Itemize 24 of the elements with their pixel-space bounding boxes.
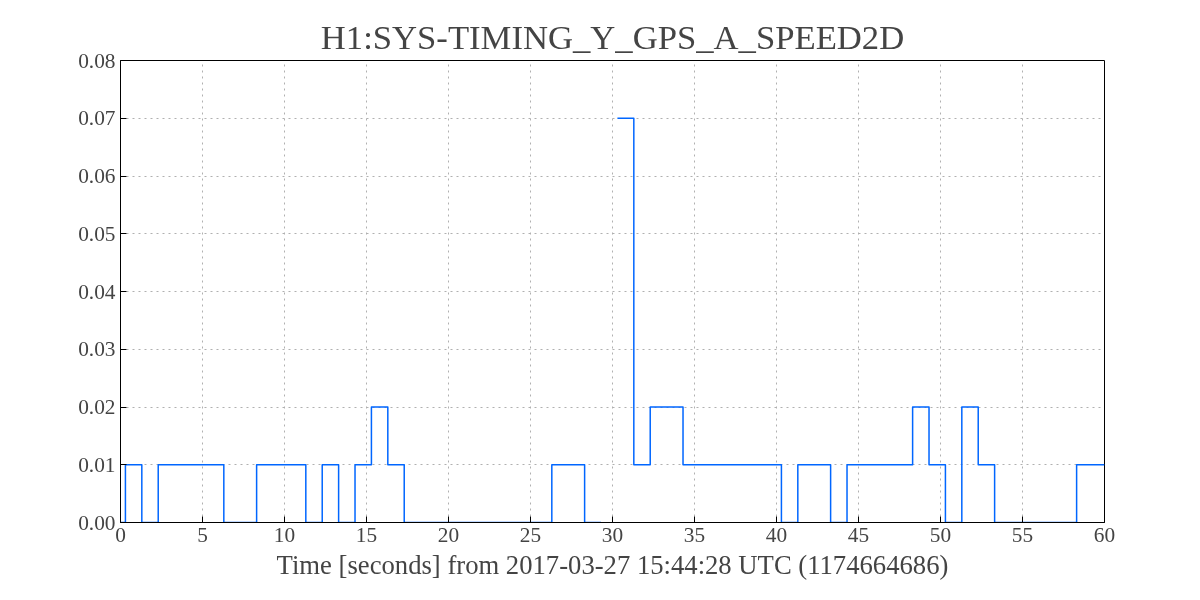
y-tick-label: 0.07	[78, 106, 116, 131]
x-tick-label: 40	[765, 522, 788, 547]
x-tick-label: 10	[273, 522, 296, 547]
x-tick-label: 60	[1093, 522, 1116, 547]
x-tick-label: 50	[929, 522, 952, 547]
y-tick-label: 0.02	[78, 395, 116, 419]
y-tick-label: 0.01	[78, 452, 116, 477]
x-tick-label: 0	[115, 522, 126, 547]
x-tick-label: 55	[1011, 522, 1034, 547]
y-tick-label: 0.06	[78, 164, 116, 188]
chart-title: H1:SYS-TIMING_Y_GPS_A_SPEED2D	[320, 17, 905, 56]
y-tick-label: 0.03	[78, 337, 116, 362]
x-axis-title: Time [seconds] from 2017-03-27 15:44:28 UTC (1174664686)	[276, 549, 949, 580]
y-tick-label: 0.08	[78, 48, 116, 73]
x-tick-label: 15	[355, 522, 378, 547]
x-tick-label: 30	[601, 522, 624, 547]
y-tick-label: 0.04	[78, 279, 116, 304]
x-tick-label: 20	[437, 522, 460, 547]
y-tick-label: 0.05	[78, 221, 116, 246]
x-tick-label: 5	[197, 522, 208, 547]
y-tick-label: 0.00	[78, 510, 116, 535]
x-tick-label: 45	[847, 522, 870, 547]
x-tick-label: 35	[683, 522, 706, 547]
x-tick-label: 25	[519, 522, 542, 547]
